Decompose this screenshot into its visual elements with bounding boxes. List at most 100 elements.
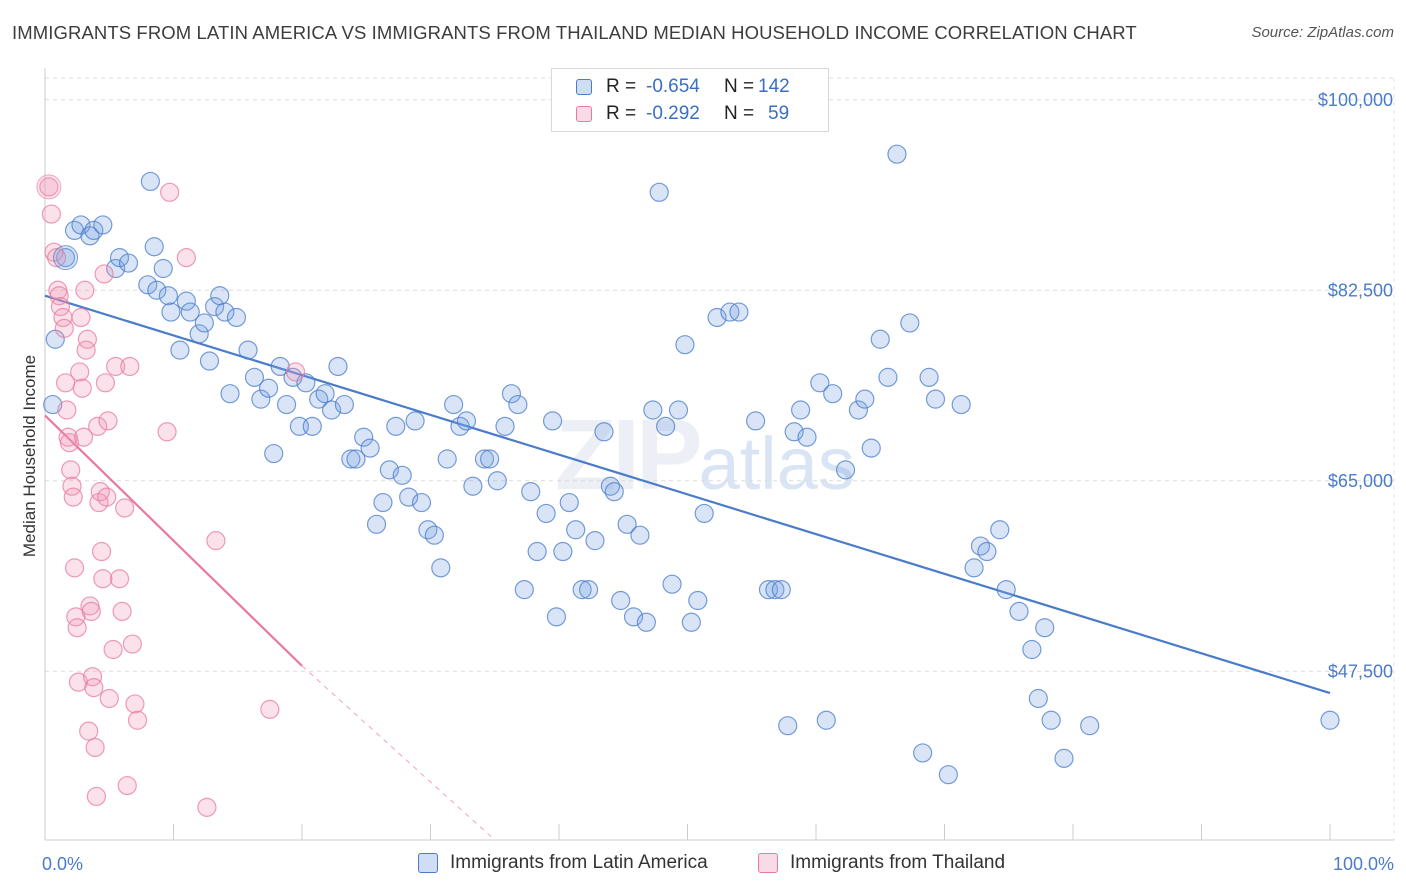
point-latin-america — [379, 460, 399, 480]
point-latin-america — [399, 487, 419, 507]
point-thailand — [61, 460, 81, 480]
point-latin-america — [153, 258, 173, 279]
point-thailand — [109, 569, 130, 589]
point-latin-america — [334, 394, 355, 415]
point-latin-america — [938, 765, 958, 785]
series-swatch-thailand — [758, 853, 778, 873]
point-thailand — [98, 411, 118, 431]
axes — [44, 68, 1394, 841]
correlation-legend: R = -0.654 N = 142 R = -0.292 N = 59 — [551, 68, 829, 132]
series-legend-thailand[interactable]: Immigrants from Thailand — [758, 852, 1005, 874]
point-latin-america — [480, 449, 500, 469]
trend-line-latin-america — [44, 294, 1331, 695]
point-thailand — [93, 569, 113, 589]
y-tick-label: $65,000 — [1328, 471, 1393, 491]
point-latin-america — [617, 514, 637, 534]
point-latin-america — [147, 280, 167, 300]
point-thailand — [260, 699, 280, 719]
point-latin-america — [346, 449, 366, 469]
point-latin-america — [572, 580, 592, 600]
point-thailand — [97, 487, 117, 507]
point-latin-america — [161, 302, 181, 322]
point-latin-america — [527, 541, 547, 562]
point-latin-america — [681, 612, 701, 632]
point-latin-america — [823, 384, 843, 404]
point-latin-america — [1041, 710, 1061, 730]
point-latin-america — [707, 307, 727, 328]
point-latin-america — [238, 340, 258, 360]
point-latin-america — [810, 373, 830, 393]
point-latin-america — [861, 438, 881, 458]
point-latin-america — [542, 411, 563, 431]
point-latin-america — [84, 220, 104, 240]
point-latin-america — [668, 400, 689, 420]
point-thailand — [122, 634, 142, 654]
point-latin-america — [790, 400, 811, 420]
point-latin-america — [244, 367, 265, 387]
point-thailand — [91, 541, 112, 562]
point-latin-america — [521, 482, 541, 502]
point-latin-america — [1009, 601, 1029, 622]
point-thailand — [46, 248, 67, 268]
point-latin-america — [341, 449, 361, 469]
point-latin-america — [964, 558, 984, 578]
point-latin-america — [1035, 618, 1055, 638]
series-label-latin-america: Immigrants from Latin America — [450, 852, 708, 873]
point-latin-america — [487, 471, 507, 491]
point-thailand — [125, 694, 145, 714]
point-latin-america — [194, 313, 214, 333]
point-latin-america — [215, 302, 235, 322]
legend-r-label: R = — [606, 76, 637, 97]
point-latin-america — [321, 400, 342, 420]
point-thailand — [77, 329, 98, 349]
data-points — [36, 144, 1340, 817]
point-latin-america — [501, 384, 522, 404]
point-latin-america — [424, 525, 444, 545]
legend-n-value: 142 — [758, 76, 790, 97]
point-latin-america — [392, 465, 412, 485]
point-thailand — [84, 677, 104, 698]
point-latin-america — [977, 541, 997, 562]
point-latin-america — [444, 394, 464, 415]
point-thailand — [157, 422, 177, 442]
legend-r-value: -0.654 — [646, 76, 700, 97]
point-thailand — [206, 531, 226, 551]
point-thailand — [75, 280, 95, 300]
point-thailand — [127, 710, 148, 730]
point-latin-america — [623, 607, 644, 627]
point-thailand — [59, 433, 80, 453]
legend-r-value: -0.292 — [646, 103, 700, 124]
point-latin-america — [405, 411, 425, 431]
point-latin-america — [53, 245, 79, 271]
point-latin-america — [180, 302, 200, 322]
series-legend-latin-america[interactable]: Immigrants from Latin America — [418, 852, 708, 874]
point-thailand — [36, 174, 62, 200]
point-latin-america — [205, 297, 225, 317]
point-latin-america — [158, 286, 178, 306]
point-latin-america — [694, 503, 714, 524]
point-thailand — [85, 737, 105, 758]
point-latin-america — [144, 237, 164, 257]
trend-extension-thailand — [301, 665, 496, 841]
point-latin-america — [456, 411, 477, 431]
point-latin-america — [870, 329, 890, 349]
point-latin-america — [220, 384, 240, 404]
point-thailand — [160, 182, 180, 202]
chart-title: IMMIGRANTS FROM LATIN AMERICA VS IMMIGRA… — [12, 22, 1137, 43]
point-thailand — [176, 248, 196, 268]
point-latin-america — [746, 411, 766, 431]
point-latin-america — [688, 590, 708, 611]
point-latin-america — [855, 389, 875, 409]
point-latin-america — [878, 367, 898, 387]
point-thailand — [86, 786, 107, 807]
point-thailand — [73, 427, 94, 447]
point-thailand — [197, 797, 217, 817]
point-thailand — [57, 400, 77, 420]
point-latin-america — [1022, 639, 1042, 660]
point-thailand — [112, 601, 132, 622]
point-latin-america — [199, 351, 220, 371]
point-thailand — [117, 775, 137, 796]
point-latin-america — [797, 427, 817, 447]
point-thailand — [94, 264, 114, 284]
point-latin-america — [919, 367, 939, 387]
